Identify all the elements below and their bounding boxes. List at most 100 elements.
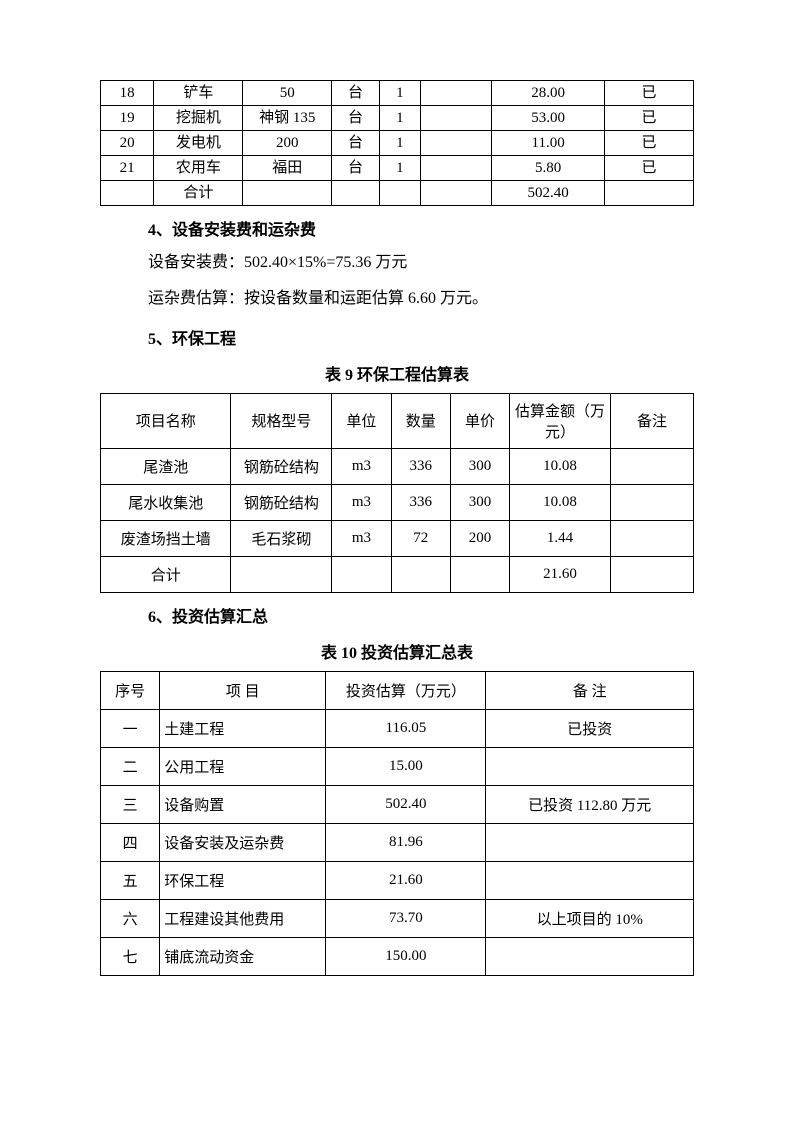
table-header-cell: 备 注: [486, 671, 694, 709]
table-cell: [610, 484, 693, 520]
section4-heading: 4、设备安装费和运杂费: [148, 216, 694, 240]
table-cell: 20: [101, 131, 154, 156]
table-cell: 1: [379, 81, 421, 106]
table-cell: 已: [604, 81, 693, 106]
table-cell: 福田: [243, 156, 332, 181]
table-cell: 五: [101, 861, 160, 899]
table-cell: [421, 106, 492, 131]
section4-line1: 设备安装费：502.40×15%=75.36 万元: [148, 248, 694, 278]
table-cell: [610, 448, 693, 484]
table-cell: 公用工程: [160, 747, 326, 785]
table10-title: 表 10 投资估算汇总表: [100, 639, 694, 663]
table-cell: 73.70: [326, 899, 486, 937]
table-cell: 合计: [101, 556, 231, 592]
table-cell: 神钢 135: [243, 106, 332, 131]
table-cell: 336: [391, 484, 450, 520]
investment-summary-table: 序号项 目投资估算（万元）备 注一土建工程116.05已投资二公用工程15.00…: [100, 671, 694, 976]
table-cell: [421, 181, 492, 206]
table-cell: 336: [391, 448, 450, 484]
section5-heading: 5、环保工程: [148, 325, 694, 349]
table-cell: 农用车: [154, 156, 243, 181]
table-row: 二公用工程15.00: [101, 747, 694, 785]
table-header-cell: 投资估算（万元）: [326, 671, 486, 709]
table-cell: [610, 556, 693, 592]
table-cell: 300: [450, 448, 509, 484]
table-cell: [421, 81, 492, 106]
table-row: 合计 502.40: [101, 181, 694, 206]
table-cell: 502.40: [492, 181, 605, 206]
table-cell: 发电机: [154, 131, 243, 156]
table-cell: 21.60: [326, 861, 486, 899]
page-content: 18铲车50台128.00已19挖掘机神钢 135台153.00已20发电机20…: [0, 0, 794, 1036]
table-cell: [332, 556, 391, 592]
table-cell: 三: [101, 785, 160, 823]
table-header-cell: 单位: [332, 393, 391, 448]
table-cell: [231, 556, 332, 592]
table-cell: 台: [332, 156, 379, 181]
table-cell: 已: [604, 131, 693, 156]
table-cell: 台: [332, 81, 379, 106]
section4-line2: 运杂费估算：按设备数量和运距估算 6.60 万元。: [148, 284, 694, 314]
table-row: 七铺底流动资金150.00: [101, 937, 694, 975]
table-cell: 七: [101, 937, 160, 975]
table-row: 尾渣池钢筋砼结构m333630010.08: [101, 448, 694, 484]
table-cell: 以上项目的 10%: [486, 899, 694, 937]
table-cell: [486, 747, 694, 785]
table-cell: 81.96: [326, 823, 486, 861]
table-cell: 50: [243, 81, 332, 106]
table-row: 一土建工程116.05已投资: [101, 709, 694, 747]
table-cell: [604, 181, 693, 206]
table-cell: 钢筋砼结构: [231, 484, 332, 520]
table-cell: 53.00: [492, 106, 605, 131]
table-cell: [101, 181, 154, 206]
table-cell: 28.00: [492, 81, 605, 106]
table-cell: 200: [243, 131, 332, 156]
table-cell: 铺底流动资金: [160, 937, 326, 975]
table-row: 20发电机200台111.00已: [101, 131, 694, 156]
table-cell: 18: [101, 81, 154, 106]
table-cell: [332, 181, 379, 206]
table-cell: 5.80: [492, 156, 605, 181]
table-cell: 铲车: [154, 81, 243, 106]
table-cell: 二: [101, 747, 160, 785]
table-row: 19挖掘机神钢 135台153.00已: [101, 106, 694, 131]
table-cell: [421, 156, 492, 181]
table-cell: m3: [332, 448, 391, 484]
table-cell: 土建工程: [160, 709, 326, 747]
table-header-cell: 备注: [610, 393, 693, 448]
table-cell: 21.60: [510, 556, 611, 592]
table-cell: 挖掘机: [154, 106, 243, 131]
table-header-cell: 规格型号: [231, 393, 332, 448]
table-cell: 72: [391, 520, 450, 556]
table-cell: [610, 520, 693, 556]
table-header-cell: 估算金额（万元）: [510, 393, 611, 448]
table-row: 废渣场挡土墙毛石浆砌m3722001.44: [101, 520, 694, 556]
table-cell: m3: [332, 520, 391, 556]
table-cell: 150.00: [326, 937, 486, 975]
table-cell: 15.00: [326, 747, 486, 785]
table-header-cell: 单价: [450, 393, 509, 448]
table-cell: 已: [604, 106, 693, 131]
table-cell: 116.05: [326, 709, 486, 747]
table-row: 尾水收集池钢筋砼结构m333630010.08: [101, 484, 694, 520]
table9-title: 表 9 环保工程估算表: [100, 361, 694, 385]
table-cell: [486, 861, 694, 899]
equipment-table: 18铲车50台128.00已19挖掘机神钢 135台153.00已20发电机20…: [100, 80, 694, 206]
table-cell: [450, 556, 509, 592]
table-cell: [391, 556, 450, 592]
table-cell: [421, 131, 492, 156]
table-cell: [243, 181, 332, 206]
table-cell: 尾渣池: [101, 448, 231, 484]
table-row: 六工程建设其他费用73.70以上项目的 10%: [101, 899, 694, 937]
table-cell: 合计: [154, 181, 243, 206]
table-cell: 四: [101, 823, 160, 861]
table-cell: 台: [332, 106, 379, 131]
table-cell: 一: [101, 709, 160, 747]
table-cell: 200: [450, 520, 509, 556]
table-cell: m3: [332, 484, 391, 520]
env-protection-table: 项目名称规格型号单位数量单价估算金额（万元）备注尾渣池钢筋砼结构m3336300…: [100, 393, 694, 593]
table-cell: 钢筋砼结构: [231, 448, 332, 484]
table-row: 18铲车50台1 28.00已: [101, 81, 694, 106]
table-cell: 11.00: [492, 131, 605, 156]
table-header-cell: 数量: [391, 393, 450, 448]
